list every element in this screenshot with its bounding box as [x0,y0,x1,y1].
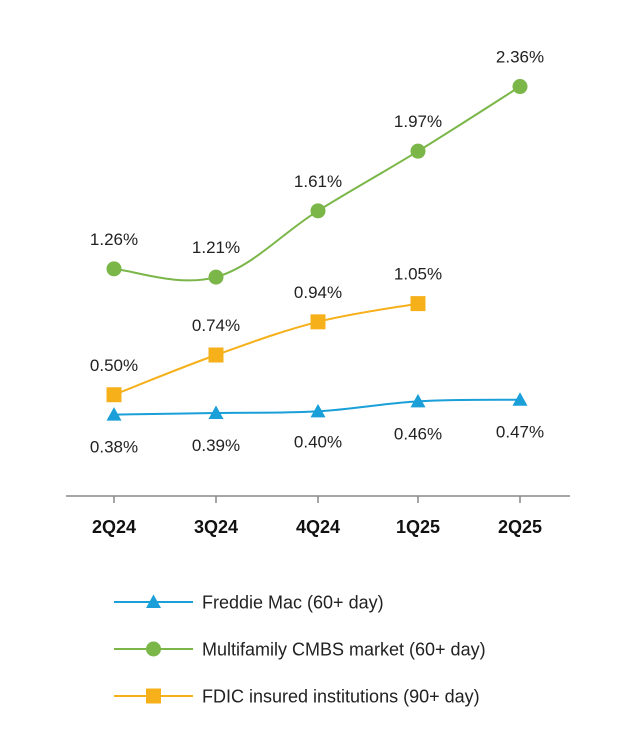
series-line [113,302,419,396]
data-label: 0.40% [294,432,342,451]
data-point-triangle [410,393,426,408]
x-axis-ticks: 2Q24 3Q24 4Q24 1Q25 2Q25 [92,496,542,537]
x-tick-label: 4Q24 [296,517,340,537]
data-point-circle [410,143,426,159]
data-label: 0.74% [192,316,240,335]
data-label: 1.26% [90,230,138,249]
legend-label: Multifamily CMBS market (60+ day) [202,640,486,660]
data-point-circle [512,79,528,95]
data-point-triangle [512,392,528,406]
legend-item: Multifamily CMBS market (60+ day) [114,640,486,660]
series-fdic [106,296,426,403]
data-label: 0.47% [496,423,544,442]
legend: Freddie Mac (60+ day) Multifamily CMBS ma… [114,593,486,707]
legend-item: FDIC insured institutions (90+ day) [114,687,480,707]
data-point-circle [106,261,122,277]
data-point-circle [208,269,224,285]
x-tick-label: 2Q25 [498,517,542,537]
data-point-circle [310,203,326,219]
legend-marker-square [146,688,161,704]
data-point-triangle [208,405,224,419]
data-label: 0.38% [90,438,138,457]
x-tick-label: 3Q24 [194,517,238,537]
data-label: 1.61% [294,172,342,191]
legend-marker-circle [146,641,161,657]
data-point-square [310,314,326,330]
legend-label: FDIC insured institutions (90+ day) [202,687,480,707]
data-point-square [106,387,122,403]
data-label: 1.97% [394,112,442,131]
data-labels: 0.38% 0.39% 0.40% 0.46% 0.47% 1.26% 1.21% 1.61%… [90,48,544,457]
series-layer [106,79,528,421]
data-point-square [208,347,224,363]
legend-marker-triangle [146,594,161,608]
series-freddie [106,392,528,421]
x-tick-label: 2Q24 [92,517,136,537]
series-multifamily [106,79,528,285]
data-point-triangle [310,403,326,418]
legend-item: Freddie Mac (60+ day) [114,593,384,613]
data-label: 0.39% [192,436,240,455]
data-point-triangle [106,407,122,421]
data-label: 1.05% [394,265,442,284]
legend-label: Freddie Mac (60+ day) [202,593,384,613]
data-label: 0.94% [294,283,342,302]
data-label: 1.21% [192,238,240,257]
data-label: 0.50% [90,356,138,375]
data-label: 0.46% [394,424,442,443]
data-label: 2.36% [496,48,544,67]
data-point-square [410,296,426,312]
x-tick-label: 1Q25 [396,517,440,537]
